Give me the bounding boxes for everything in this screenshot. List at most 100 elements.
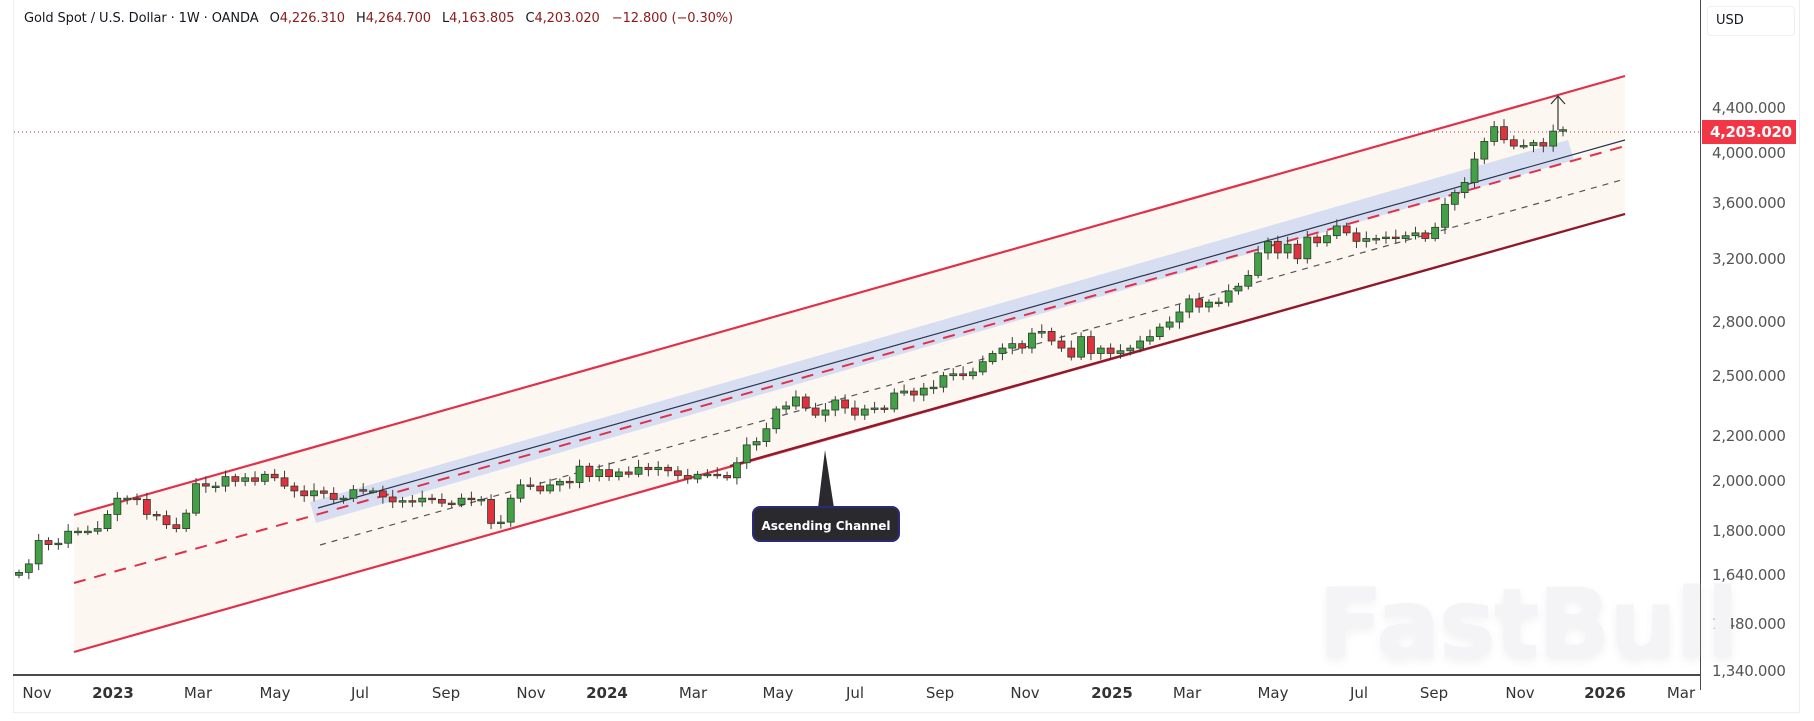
bullish-candle <box>1460 182 1469 194</box>
bearish-candle <box>408 500 417 503</box>
bullish-candle <box>1401 235 1410 239</box>
bearish-candle <box>1018 343 1027 349</box>
bearish-candle <box>329 492 338 500</box>
bullish-candle <box>1283 243 1292 254</box>
fastbull-watermark: FastBull <box>1318 568 1739 680</box>
bullish-candle <box>1037 331 1046 334</box>
bearish-candle <box>1421 232 1430 239</box>
bullish-candle <box>939 375 948 388</box>
price-axis-divider <box>1700 0 1701 690</box>
bullish-candle <box>93 528 102 532</box>
bullish-candle <box>1362 238 1371 242</box>
bullish-candle <box>575 465 584 483</box>
bullish-candle <box>15 572 23 576</box>
bearish-candle <box>674 470 682 476</box>
bearish-candle <box>1106 347 1115 354</box>
bullish-candle <box>1470 158 1479 183</box>
bearish-candle <box>270 473 279 479</box>
bearish-candle <box>683 475 692 480</box>
bullish-candle <box>74 530 82 534</box>
bearish-candle <box>290 485 299 492</box>
current-price-badge: 4,203.020 <box>1702 120 1796 144</box>
bullish-candle <box>900 390 908 394</box>
bullish-candle <box>34 540 43 565</box>
bearish-candle <box>142 499 151 515</box>
bullish-candle <box>782 405 790 410</box>
bearish-candle <box>851 407 859 416</box>
bullish-candle <box>24 563 33 573</box>
bullish-candle <box>595 469 604 478</box>
ascending-channel-callout[interactable]: Ascending Channel <box>752 506 900 542</box>
bullish-candle <box>310 490 318 497</box>
bearish-candle <box>1509 139 1518 147</box>
bullish-candle <box>634 466 643 475</box>
bearish-candle <box>1087 336 1095 354</box>
bearish-candle <box>644 466 653 471</box>
bearish-candle <box>300 490 309 497</box>
price-tick-label: 1,480.000 <box>1712 614 1786 633</box>
time-tick-label: May <box>259 684 291 702</box>
time-tick-label: 2025 <box>1091 684 1133 702</box>
bullish-candle <box>703 473 712 477</box>
bearish-candle <box>1273 240 1282 254</box>
bullish-candle <box>949 373 958 377</box>
bullish-candle <box>1116 350 1125 354</box>
bullish-candle <box>123 497 132 501</box>
bullish-candle <box>339 497 348 501</box>
time-tick-label: Mar <box>1666 684 1696 702</box>
bearish-candle <box>44 540 53 545</box>
bearish-candle <box>841 399 849 409</box>
callout-pointer <box>818 450 834 508</box>
bullish-candle <box>614 471 623 478</box>
price-tick-label: 2,200.000 <box>1712 427 1786 446</box>
bearish-candle <box>133 497 141 501</box>
bearish-candle <box>388 496 397 503</box>
bullish-candle <box>1264 240 1272 254</box>
bearish-candle <box>811 407 820 416</box>
bearish-candle <box>723 475 731 479</box>
bearish-candle <box>231 476 240 482</box>
bearish-candle <box>959 373 968 377</box>
bullish-candle <box>1431 226 1440 239</box>
bullish-candle <box>1549 130 1558 147</box>
bullish-candle <box>919 387 928 396</box>
bullish-candle <box>398 500 407 503</box>
bearish-candle <box>152 514 161 517</box>
bullish-candle <box>1234 285 1243 292</box>
high-label: H <box>356 11 366 26</box>
close-value: 4,203.020 <box>534 11 600 26</box>
bullish-candle <box>1028 332 1036 349</box>
bullish-candle <box>555 480 564 486</box>
bullish-candle <box>772 408 781 430</box>
bullish-candle <box>654 466 663 471</box>
bullish-candle <box>1155 326 1164 338</box>
bullish-candle <box>1244 274 1253 287</box>
time-axis-divider <box>13 674 1701 676</box>
bullish-candle <box>1175 311 1184 323</box>
currency-button[interactable]: USD <box>1707 6 1795 36</box>
bullish-candle <box>103 514 112 529</box>
bearish-candle <box>437 499 446 504</box>
bullish-candle <box>418 497 427 503</box>
time-tick-label: 2024 <box>586 684 628 702</box>
open-value: 4,226.310 <box>279 11 345 26</box>
price-tick-label: 2,800.000 <box>1712 313 1786 331</box>
bullish-candle <box>693 473 702 480</box>
time-tick-label: Jul <box>845 684 865 702</box>
bullish-candle <box>1450 192 1459 205</box>
price-tick-label: 1,800.000 <box>1712 522 1786 541</box>
price-tick-label: 4,400.000 <box>1712 99 1786 117</box>
bearish-candle <box>447 502 456 506</box>
channel-mid-dashed-line <box>73 145 1626 584</box>
bullish-candle <box>54 542 63 546</box>
time-tick-label: Jul <box>350 684 370 702</box>
bearish-candle <box>1067 347 1076 358</box>
time-tick-label: Sep <box>1419 684 1449 702</box>
time-tick-label: May <box>762 684 794 702</box>
bullish-candle <box>870 407 879 410</box>
bearish-candle <box>713 473 722 477</box>
bearish-candle <box>378 490 387 498</box>
bullish-candle <box>1490 126 1499 142</box>
bullish-candle <box>890 392 899 410</box>
